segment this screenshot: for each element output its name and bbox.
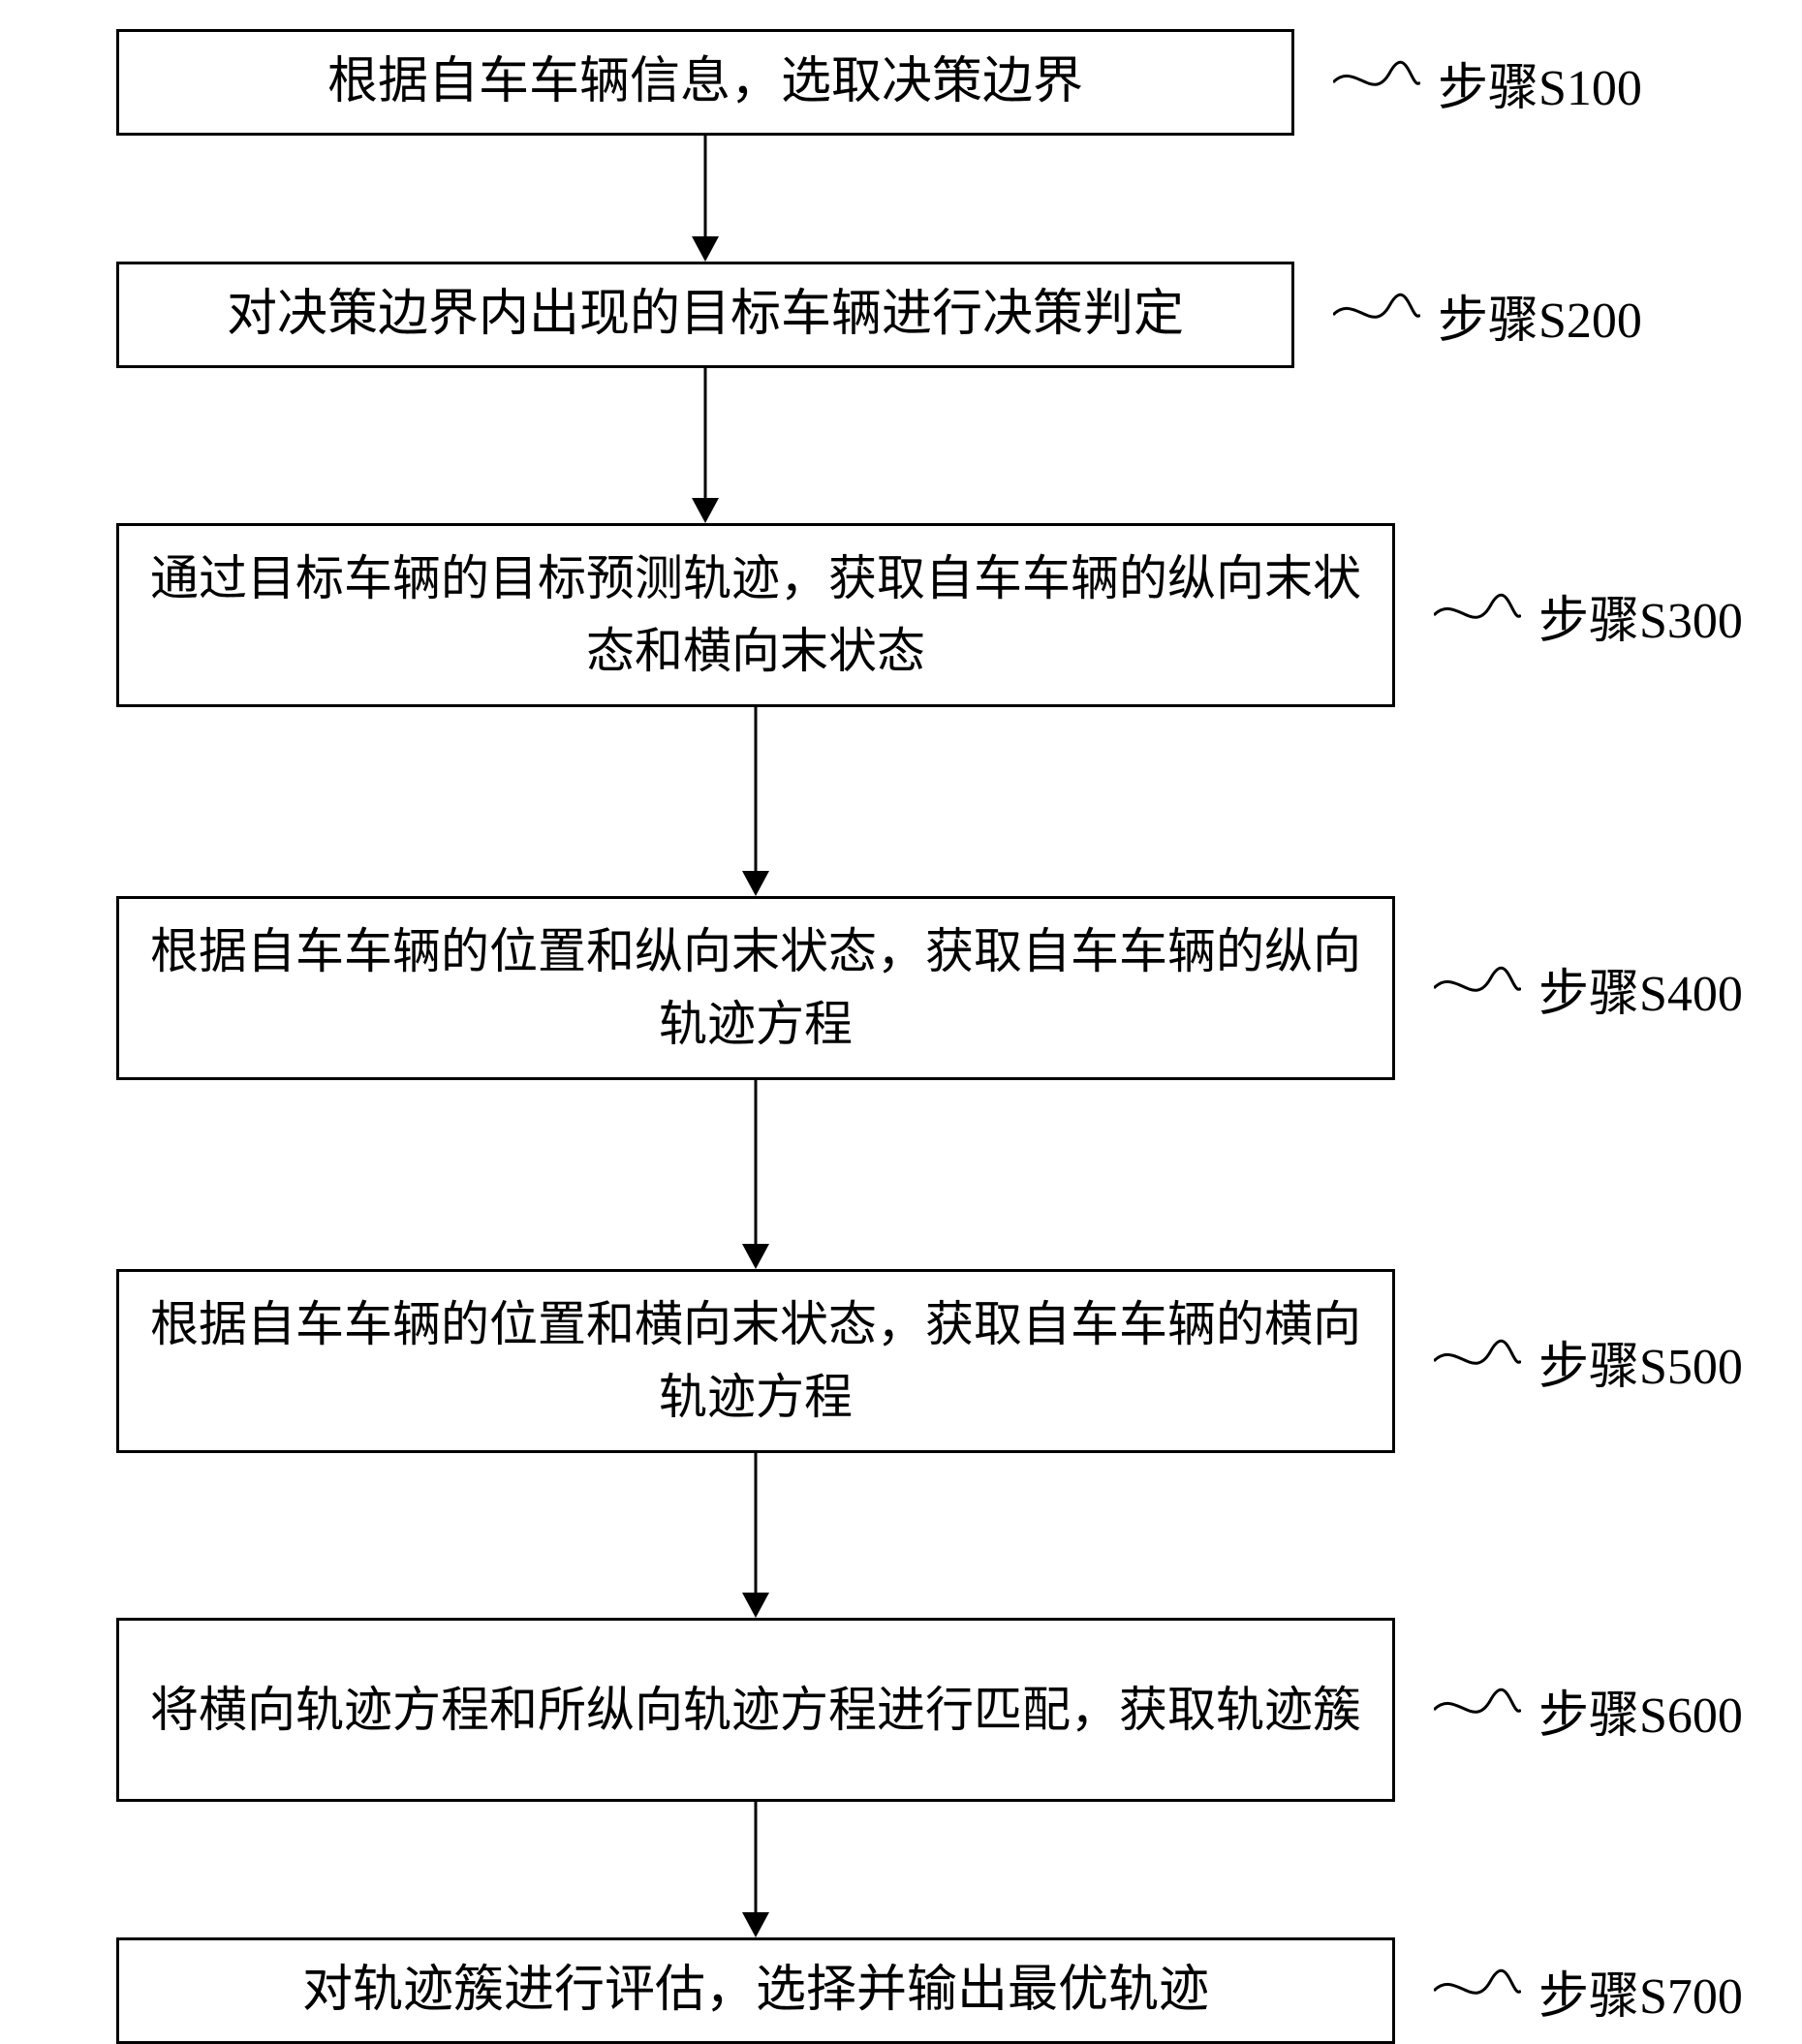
flow-arrow <box>39 1080 1763 1269</box>
step-row-s500: 根据自车车辆的位置和横向末状态，获取自车车辆的横向轨迹方程 步骤S500 <box>39 1269 1763 1453</box>
connector-curve <box>1434 1967 1521 2015</box>
flowchart-container: 根据自车车辆信息，选取决策边界 步骤S100 对决策边界内出现的目标车辆进行决策判定… <box>39 29 1763 2044</box>
connector-curve <box>1434 591 1521 639</box>
step-label-s500: 步骤S500 <box>1538 1325 1743 1398</box>
step-label-s100: 步骤S100 <box>1438 46 1642 119</box>
step-box-s500: 根据自车车辆的位置和横向末状态，获取自车车辆的横向轨迹方程 <box>116 1269 1395 1453</box>
flow-arrow <box>39 1802 1763 1937</box>
step-box-s100: 根据自车车辆信息，选取决策边界 <box>116 29 1294 136</box>
step-label-group-s300: 步骤S300 <box>1434 579 1743 652</box>
step-box-s200: 对决策边界内出现的目标车辆进行决策判定 <box>116 262 1294 368</box>
step-box-s600: 将横向轨迹方程和所纵向轨迹方程进行匹配，获取轨迹簇 <box>116 1618 1395 1802</box>
connector-curve <box>1434 1337 1521 1385</box>
flow-arrow <box>39 1453 1763 1618</box>
flow-arrow <box>39 707 1763 896</box>
step-row-s700: 对轨迹簇进行评估，选择并输出最优轨迹 步骤S700 <box>39 1937 1763 2044</box>
step-label-s300: 步骤S300 <box>1538 579 1743 652</box>
step-label-s200: 步骤S200 <box>1438 279 1642 352</box>
flow-arrow <box>39 368 1763 523</box>
step-row-s600: 将横向轨迹方程和所纵向轨迹方程进行匹配，获取轨迹簇 步骤S600 <box>39 1618 1763 1802</box>
connector-curve <box>1434 964 1521 1012</box>
step-box-s400: 根据自车车辆的位置和纵向末状态，获取自车车辆的纵向轨迹方程 <box>116 896 1395 1080</box>
connector-curve <box>1333 58 1420 107</box>
step-box-s700: 对轨迹簇进行评估，选择并输出最优轨迹 <box>116 1937 1395 2044</box>
step-row-s100: 根据自车车辆信息，选取决策边界 步骤S100 <box>39 29 1763 136</box>
step-box-s300: 通过目标车辆的目标预测轨迹，获取自车车辆的纵向末状态和横向末状态 <box>116 523 1395 707</box>
step-label-group-s600: 步骤S600 <box>1434 1674 1743 1747</box>
step-row-s300: 通过目标车辆的目标预测轨迹，获取自车车辆的纵向末状态和横向末状态 步骤S300 <box>39 523 1763 707</box>
step-label-group-s700: 步骤S700 <box>1434 1955 1743 2028</box>
step-label-group-s500: 步骤S500 <box>1434 1325 1743 1398</box>
step-row-s400: 根据自车车辆的位置和纵向末状态，获取自车车辆的纵向轨迹方程 步骤S400 <box>39 896 1763 1080</box>
step-label-s600: 步骤S600 <box>1538 1674 1743 1747</box>
connector-curve <box>1434 1686 1521 1734</box>
step-label-s700: 步骤S700 <box>1538 1955 1743 2028</box>
step-row-s200: 对决策边界内出现的目标车辆进行决策判定 步骤S200 <box>39 262 1763 368</box>
connector-curve <box>1333 291 1420 339</box>
step-label-s400: 步骤S400 <box>1538 952 1743 1025</box>
flow-arrow <box>39 136 1763 262</box>
step-label-group-s400: 步骤S400 <box>1434 952 1743 1025</box>
step-label-group-s100: 步骤S100 <box>1333 46 1642 119</box>
step-label-group-s200: 步骤S200 <box>1333 279 1642 352</box>
